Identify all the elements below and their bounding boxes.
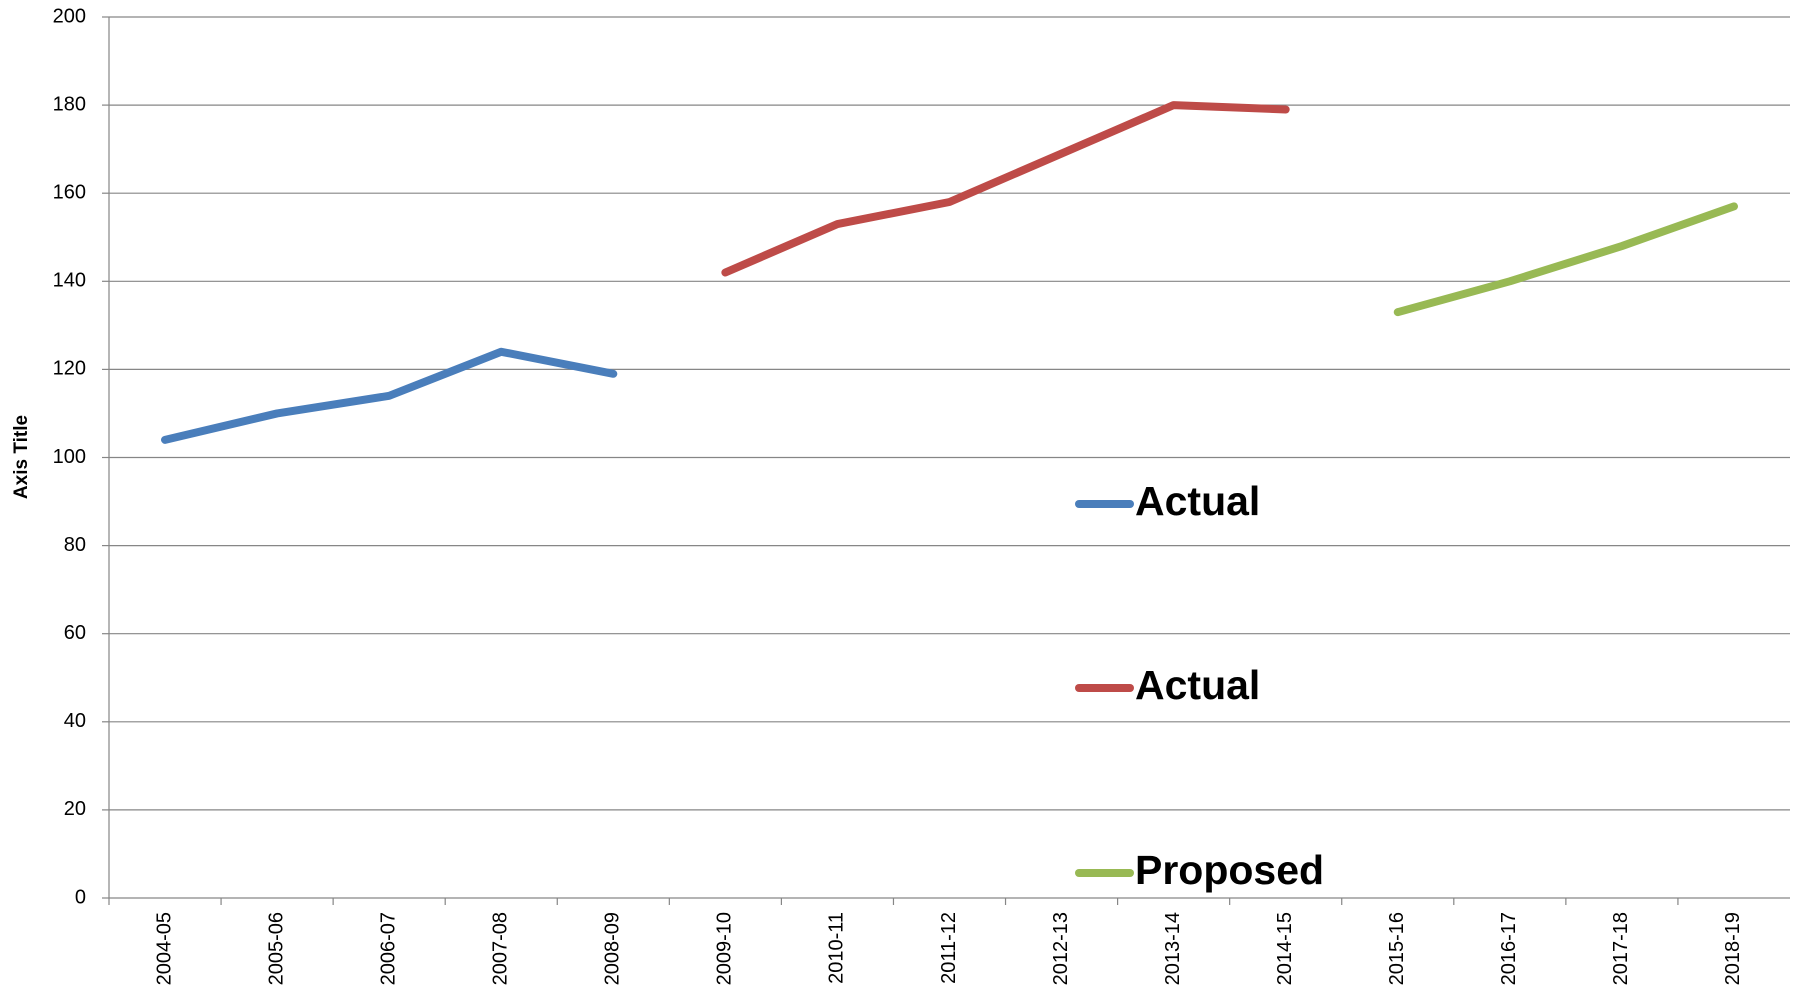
- x-tick-label: 2016-17: [1498, 912, 1520, 985]
- series-line: [721, 101, 1290, 277]
- x-tick-label: 2013-14: [1162, 912, 1184, 985]
- x-tick-label: 2011-12: [938, 912, 960, 984]
- x-tick-label: 2010-11: [826, 912, 848, 984]
- y-tick-label: 140: [53, 270, 86, 292]
- y-tick-label: 0: [75, 886, 86, 908]
- x-tick-label: 2005-06: [265, 912, 287, 985]
- y-tick-label: 180: [53, 93, 86, 115]
- y-tick-label: 200: [53, 5, 86, 27]
- x-tick-label: 2009-10: [714, 912, 736, 985]
- x-tick-label: 2012-13: [1050, 912, 1072, 985]
- series-line: [161, 347, 618, 444]
- legend-label: Actual: [1135, 662, 1260, 708]
- x-tick-label: 2018-19: [1722, 912, 1744, 985]
- y-tick-label: 120: [53, 358, 86, 380]
- y-tick-label: 100: [53, 446, 86, 468]
- y-tick-label: 40: [64, 710, 86, 732]
- x-tick-label: 2006-07: [377, 912, 399, 985]
- y-tick-label: 160: [53, 181, 86, 203]
- legend-label: Actual: [1135, 478, 1260, 524]
- y-tick-label: 20: [64, 798, 86, 820]
- legend-label: Proposed: [1135, 847, 1324, 893]
- x-tick-label: 2017-18: [1610, 912, 1632, 985]
- y-tick-label: 80: [64, 534, 86, 556]
- y-tick-label: 60: [64, 622, 86, 644]
- x-tick-label: 2004-05: [153, 912, 175, 985]
- x-tick-label: 2014-15: [1274, 912, 1296, 985]
- x-tick-label: 2007-08: [490, 912, 512, 985]
- x-tick-label: 2008-09: [602, 912, 624, 985]
- x-tick-label: 2015-16: [1386, 912, 1408, 985]
- series-line: [1393, 202, 1738, 317]
- y-axis-title: Axis Title: [11, 415, 32, 499]
